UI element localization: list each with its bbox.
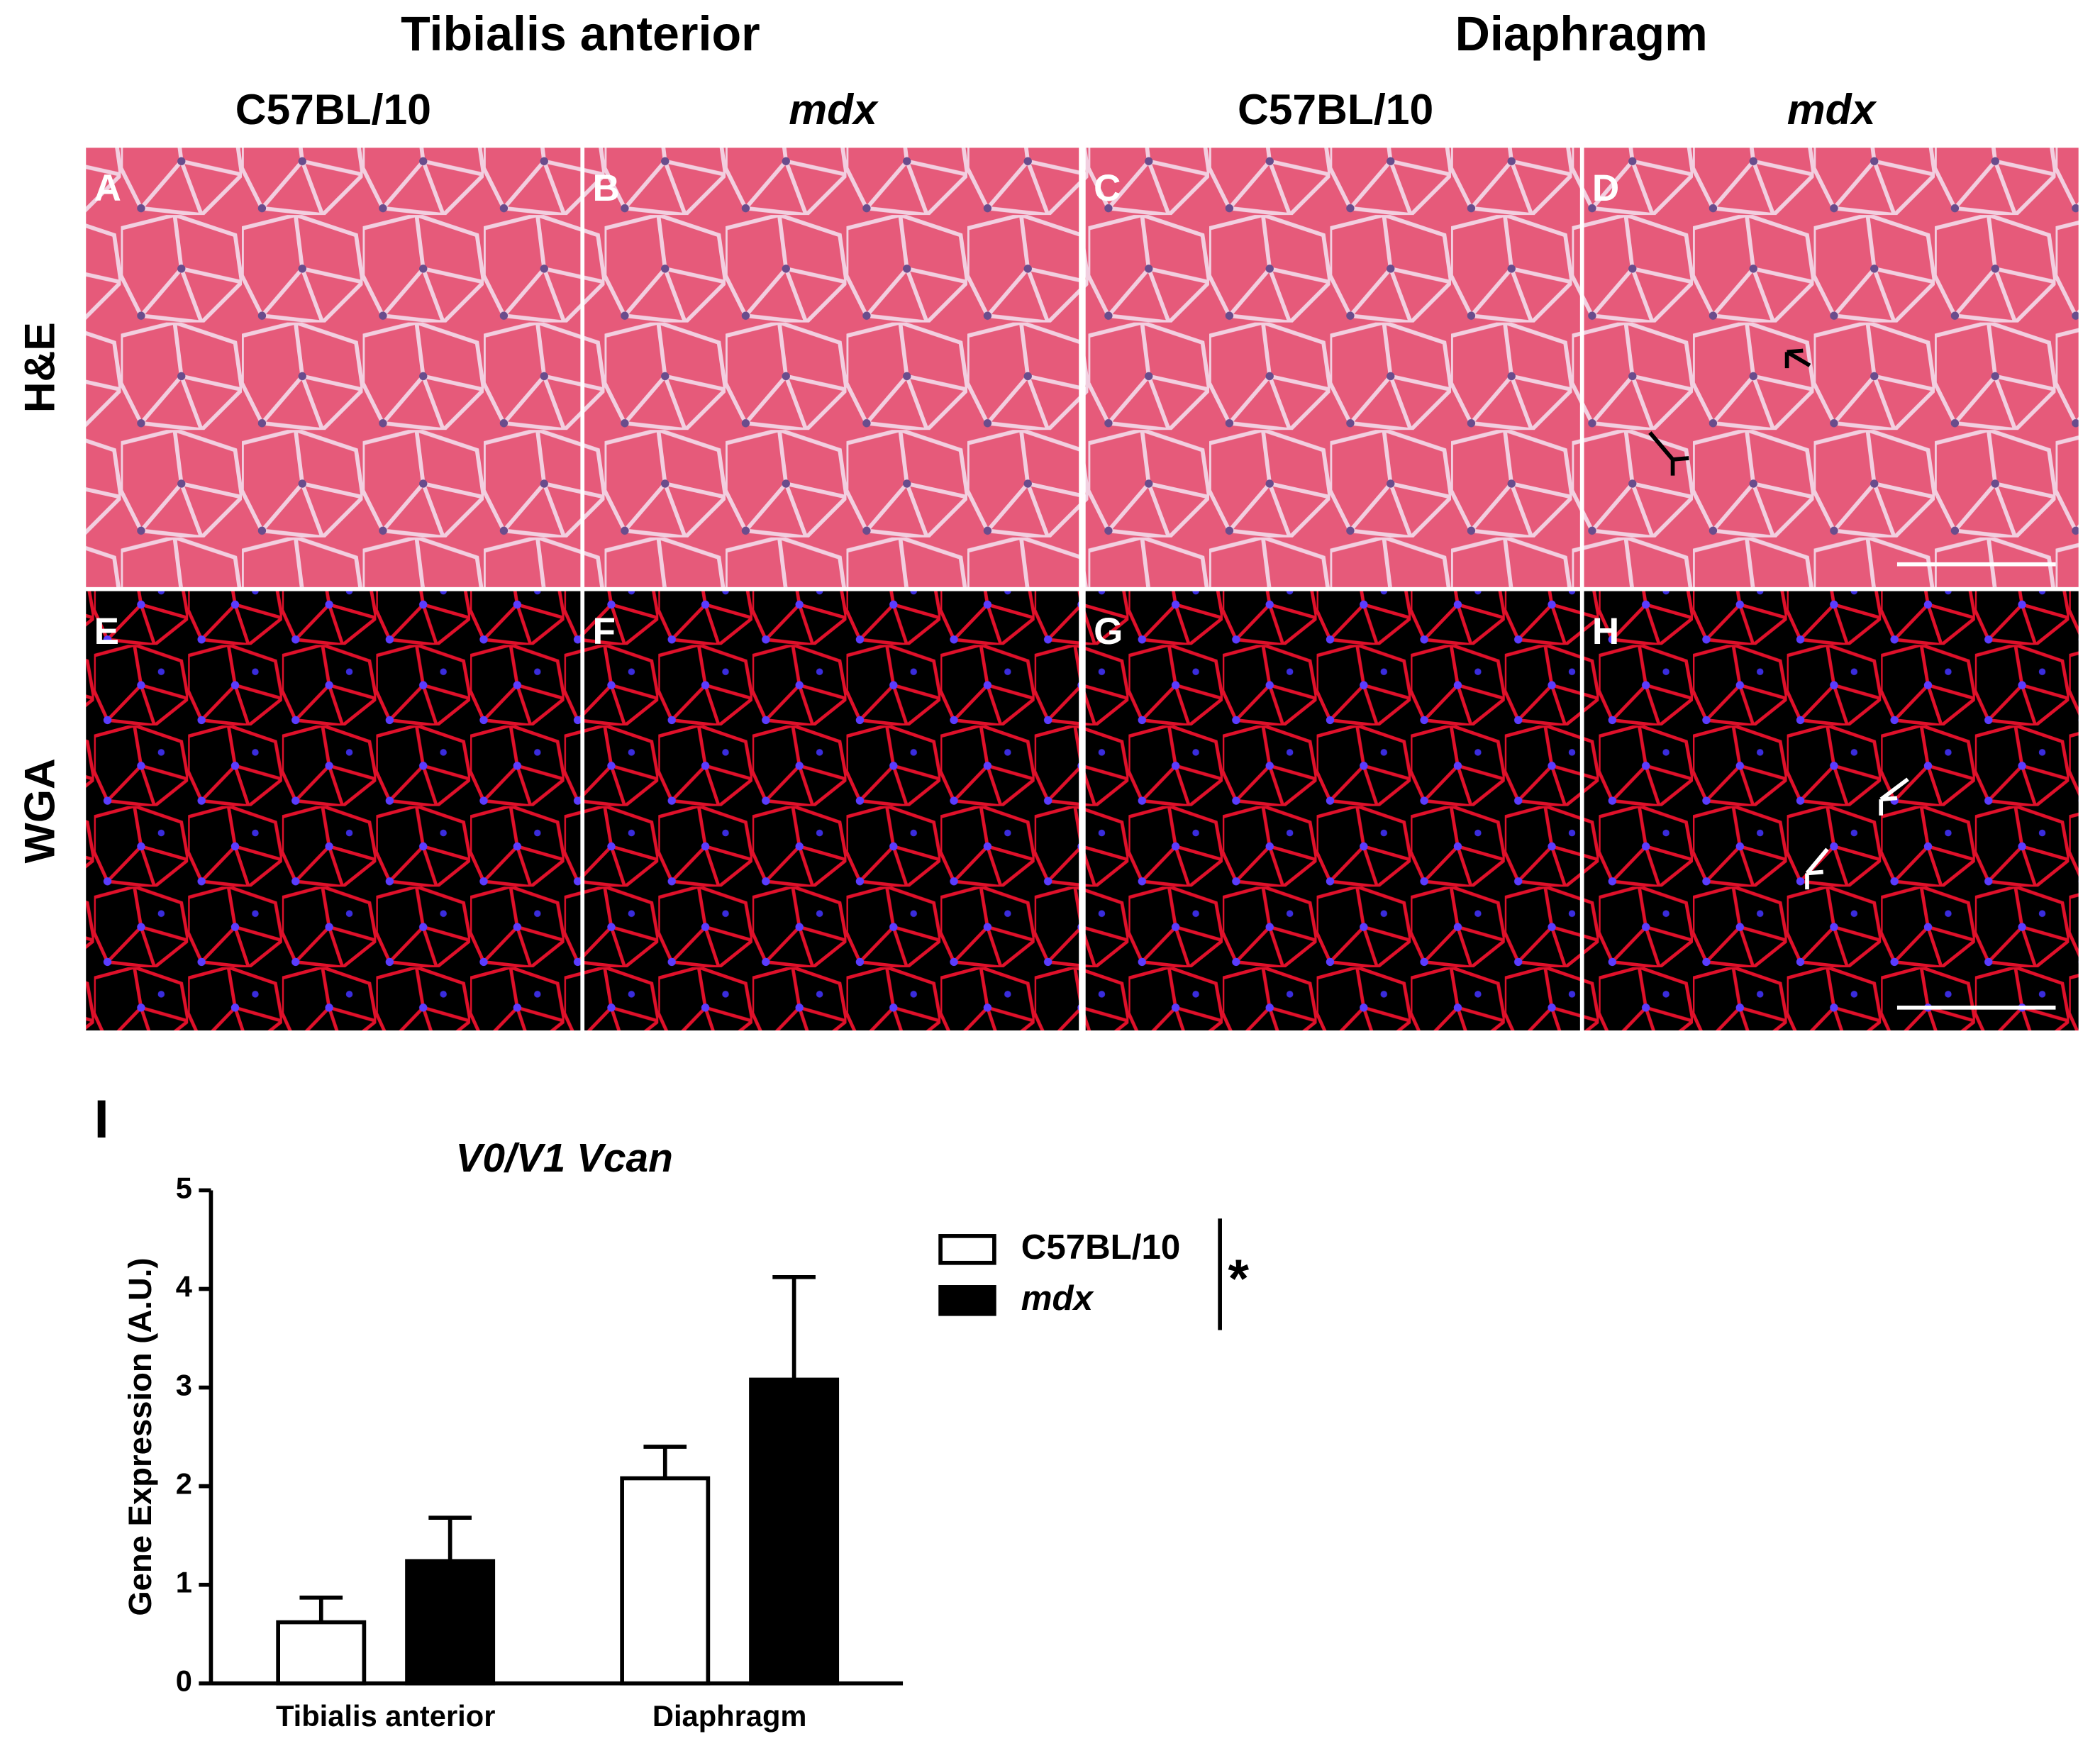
micrograph	[584, 148, 1079, 587]
arrow	[1784, 348, 1811, 369]
row-label: WGA	[16, 758, 64, 863]
group-title: Diaphragm	[1455, 7, 1708, 61]
legend-swatch	[938, 1234, 996, 1265]
legend-swatch	[938, 1285, 996, 1316]
y-tick-label: 0	[176, 1664, 192, 1698]
micrographs: Tibialis anterior Diaphragm C57BL/10 mdx C57…	[16, 7, 2079, 1031]
bar	[749, 1377, 840, 1686]
chart-title: V0/V1 Vcan	[455, 1136, 672, 1181]
legend-label: C57BL/10	[1021, 1228, 1180, 1267]
micrograph	[1584, 591, 2079, 1031]
panel-label: I	[94, 1089, 109, 1150]
y-tick-label: 2	[176, 1467, 192, 1501]
panel-label: F	[592, 611, 615, 652]
significance-mark: *	[1228, 1249, 1250, 1309]
micrograph	[1085, 591, 1580, 1031]
arrow	[1879, 777, 1909, 816]
column-label: C57BL/10	[1238, 85, 1433, 133]
panel-label: B	[592, 167, 619, 209]
column-label: C57BL/10	[235, 85, 431, 133]
micrograph	[1085, 148, 1580, 587]
micrograph	[86, 591, 581, 1031]
panel-label: A	[94, 167, 121, 209]
y-tick-label: 5	[176, 1171, 192, 1204]
panel-label: C	[1094, 167, 1121, 209]
legend-label: mdx	[1021, 1279, 1095, 1318]
y-tick-label: 3	[176, 1369, 192, 1402]
panel-label: E	[94, 611, 119, 652]
arrow	[1805, 847, 1829, 890]
row-label: H&E	[16, 322, 64, 413]
arrow	[1648, 431, 1689, 476]
column-label: mdx	[789, 85, 879, 133]
y-axis-label: Gene Expression (A.U.)	[122, 1258, 158, 1616]
micrograph	[584, 591, 1079, 1031]
panel-label: G	[1094, 611, 1123, 652]
panel-label: H	[1592, 611, 1619, 652]
bar	[276, 1620, 367, 1686]
column-label: mdx	[1787, 85, 1877, 133]
x-tick-label: Tibialis anterior	[276, 1699, 495, 1733]
micrograph	[86, 148, 581, 587]
panel-label: D	[1592, 167, 1619, 209]
y-tick-label: 1	[176, 1566, 192, 1599]
bar	[620, 1476, 711, 1686]
micrograph	[1584, 148, 2079, 587]
x-tick-label: Diaphragm	[652, 1699, 807, 1733]
bar-chart: I V0/V1 Vcan Gene Expression (A.U.) 0 1 2 3 4 5 T…	[94, 1089, 1250, 1733]
y-tick-label: 4	[176, 1270, 192, 1303]
group-title: Tibialis anterior	[401, 7, 760, 61]
bar	[405, 1559, 496, 1686]
